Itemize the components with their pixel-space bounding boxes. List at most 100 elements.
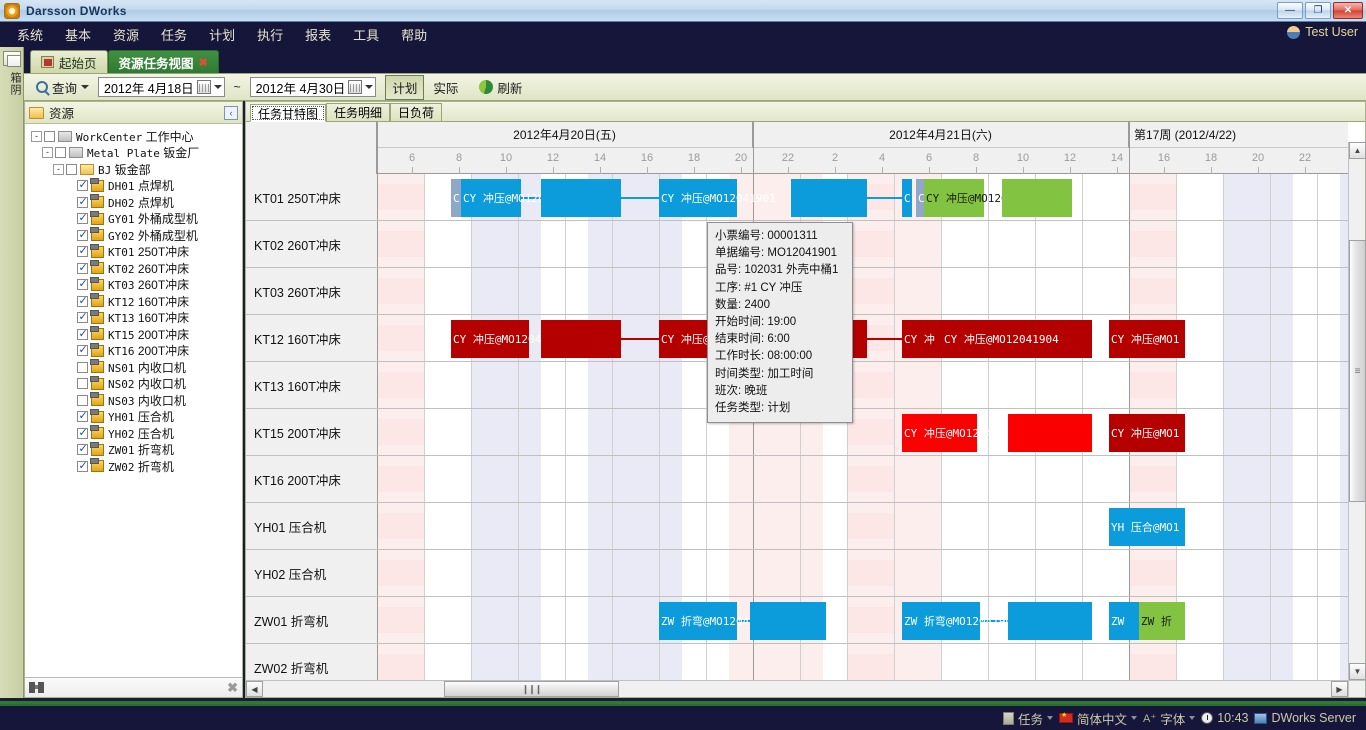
tree-checkbox[interactable] [77, 228, 88, 241]
gantt-task-bar[interactable]: CY 冲 [902, 320, 942, 358]
resource-tree[interactable]: - WorkCenter 工作中心 - Metal Plate 钣金厂 - BJ 钣金部 D… [25, 124, 242, 475]
gantt-row-label-3[interactable]: KT12 160T冲床 [246, 315, 377, 362]
tree-node-GY02[interactable]: GY02 外桶成型机 [25, 227, 242, 244]
gantt-task-bar[interactable] [1002, 179, 1072, 217]
tree-node-KT12[interactable]: KT12 160T冲床 [25, 293, 242, 310]
tree-expander-icon[interactable]: - [53, 163, 64, 175]
gantt-task-bar[interactable]: CY 冲压@MO12041904 [451, 320, 568, 358]
date-to-field[interactable]: 2012年 4月30日 [249, 77, 377, 97]
tree-checkbox[interactable] [77, 343, 88, 357]
close-tab-icon[interactable]: ✖ [198, 56, 208, 69]
gantt-task-bar[interactable]: CY 冲压@MO12041903 [902, 414, 1019, 452]
date-from-field[interactable]: 2012年 4月18日 [98, 77, 225, 97]
tree-checkbox[interactable] [77, 261, 88, 274]
query-button[interactable]: 查询 [30, 76, 95, 99]
gantt-task-bar[interactable]: YH 压合@MO1 [1109, 508, 1185, 546]
status-task[interactable]: 任务 [1003, 709, 1054, 728]
left-dock[interactable]: 箱阴 [0, 47, 24, 698]
tree-checkbox[interactable] [66, 163, 77, 175]
binoculars-icon[interactable] [29, 682, 44, 693]
gantt-tab-0[interactable]: 任务甘特图 [250, 104, 327, 122]
chevron-down-icon[interactable] [1131, 716, 1138, 720]
tree-node-DH02[interactable]: DH02 点焊机 [25, 194, 242, 211]
clear-x-icon[interactable]: ✖ [227, 679, 238, 695]
gantt-task-bar[interactable]: CY 冲压@MO12041902 [924, 179, 1041, 217]
menu-item-7[interactable]: 工具 [353, 28, 380, 43]
chevron-down-icon[interactable] [1047, 716, 1054, 720]
gantt-task-bar[interactable]: C [451, 179, 461, 217]
vertical-scroll-thumb[interactable] [1349, 240, 1366, 502]
tree-node-ZW01[interactable]: ZW01 折弯机 [25, 441, 242, 459]
gantt-task-bar[interactable]: CY 冲压@MO1 [1109, 320, 1185, 358]
gantt-row-label-2[interactable]: KT03 260T冲床 [246, 268, 377, 315]
menu-item-8[interactable]: 帮助 [401, 28, 428, 43]
gantt-row-label-1[interactable]: KT02 260T冲床 [246, 221, 377, 268]
tree-checkbox[interactable] [44, 130, 55, 142]
gantt-horizontal-scrollbar[interactable]: ◀ ❙❙❙ ▶ [246, 680, 1348, 697]
tree-checkbox[interactable] [77, 378, 88, 390]
calendar-icon[interactable] [196, 80, 211, 94]
gantt-task-bar[interactable] [1008, 602, 1092, 640]
tree-node-KT03[interactable]: KT03 260T冲床 [25, 276, 242, 294]
tree-node-GY01[interactable]: GY01 外桶成型机 [25, 210, 242, 228]
tree-checkbox[interactable] [55, 147, 66, 159]
gantt-task-bar[interactable] [541, 179, 621, 217]
gantt-task-bar[interactable]: CY 冲压@MO12041904 [942, 320, 1092, 358]
tree-node-KT16[interactable]: KT16 200T冲床 [25, 342, 242, 360]
gantt-task-bar[interactable]: ZW [1109, 602, 1139, 640]
close-button[interactable]: ✕ [1333, 2, 1363, 19]
gantt-plot[interactable]: C CY 冲压@MO12041901 CY 冲压@MO12041901 C C CY 冲压… [377, 174, 1348, 680]
tree-checkbox[interactable] [77, 361, 88, 373]
gantt-tab-1[interactable]: 任务明细 [326, 103, 391, 121]
tree-node-KT01[interactable]: KT01 250T冲床 [25, 243, 242, 261]
gantt-row-label-8[interactable]: YH02 压合机 [246, 550, 377, 597]
tree-expander-icon[interactable]: - [42, 147, 53, 159]
gantt-row-label-10[interactable]: ZW02 折弯机 [246, 644, 377, 680]
tree-checkbox[interactable] [77, 277, 88, 291]
tree-node-YH02[interactable]: YH02 压合机 [25, 425, 242, 442]
tree-checkbox[interactable] [77, 195, 88, 208]
scroll-down-arrow-icon[interactable]: ▼ [1349, 663, 1366, 680]
gantt-row-label-7[interactable]: YH01 压合机 [246, 503, 377, 550]
date-from-dropdown-icon[interactable] [213, 85, 222, 89]
tree-checkbox[interactable] [77, 459, 88, 472]
gantt-task-bar[interactable]: C [902, 179, 912, 217]
chevron-down-icon[interactable] [1189, 716, 1196, 720]
gantt-task-bar[interactable]: C [916, 179, 925, 217]
tree-checkbox[interactable] [77, 426, 88, 439]
menu-item-3[interactable]: 任务 [161, 28, 188, 43]
tree-checkbox[interactable] [77, 178, 88, 192]
scroll-right-arrow-icon[interactable]: ▶ [1331, 681, 1348, 697]
tree-node-NS03[interactable]: NS03 内收口机 [25, 392, 242, 409]
gantt-row-label-9[interactable]: ZW01 折弯机 [246, 597, 377, 644]
gantt-row-label-5[interactable]: KT15 200T冲床 [246, 409, 377, 456]
scroll-left-arrow-icon[interactable]: ◀ [246, 681, 263, 697]
tree-node-ZW02[interactable]: ZW02 折弯机 [25, 458, 242, 475]
gantt-row-label-0[interactable]: KT01 250T冲床 [246, 174, 377, 221]
menu-item-6[interactable]: 报表 [305, 28, 332, 43]
gantt-task-bar[interactable] [750, 602, 826, 640]
chevron-down-icon[interactable] [81, 85, 90, 89]
maximize-button[interactable]: ❐ [1305, 2, 1331, 19]
tree-checkbox[interactable] [77, 310, 88, 324]
gantt-task-bar[interactable]: ZW 折弯@MO12041901 [902, 602, 1019, 640]
gantt-row-label-6[interactable]: KT16 200T冲床 [246, 456, 377, 503]
tree-checkbox[interactable] [77, 442, 88, 456]
menu-item-1[interactable]: 基本 [65, 28, 92, 43]
tree-checkbox[interactable] [77, 294, 88, 307]
tree-checkbox[interactable] [77, 211, 88, 225]
gantt-task-bar[interactable]: ZW 折 [1139, 602, 1185, 640]
tree-node-Metal Plate[interactable]: - Metal Plate 钣金厂 [25, 145, 242, 162]
horizontal-scroll-thumb[interactable]: ❙❙❙ [444, 681, 619, 697]
gantt-vertical-scrollbar[interactable]: ▲ ▼ [1348, 142, 1366, 680]
gantt-task-bar[interactable] [1008, 414, 1092, 452]
current-user[interactable]: Test User [1287, 25, 1358, 39]
tree-node-NS01[interactable]: NS01 内收口机 [25, 359, 242, 376]
gantt-row-label-4[interactable]: KT13 160T冲床 [246, 362, 377, 409]
tree-node-BJ[interactable]: - BJ 钣金部 [25, 161, 242, 178]
gantt-task-bar[interactable]: CY 冲压@MO12041901 [659, 179, 776, 217]
status-language[interactable]: 简体中文 [1059, 709, 1138, 728]
menu-item-4[interactable]: 计划 [209, 28, 236, 43]
tree-checkbox[interactable] [77, 394, 88, 406]
windows-stack-icon[interactable] [2, 51, 21, 67]
